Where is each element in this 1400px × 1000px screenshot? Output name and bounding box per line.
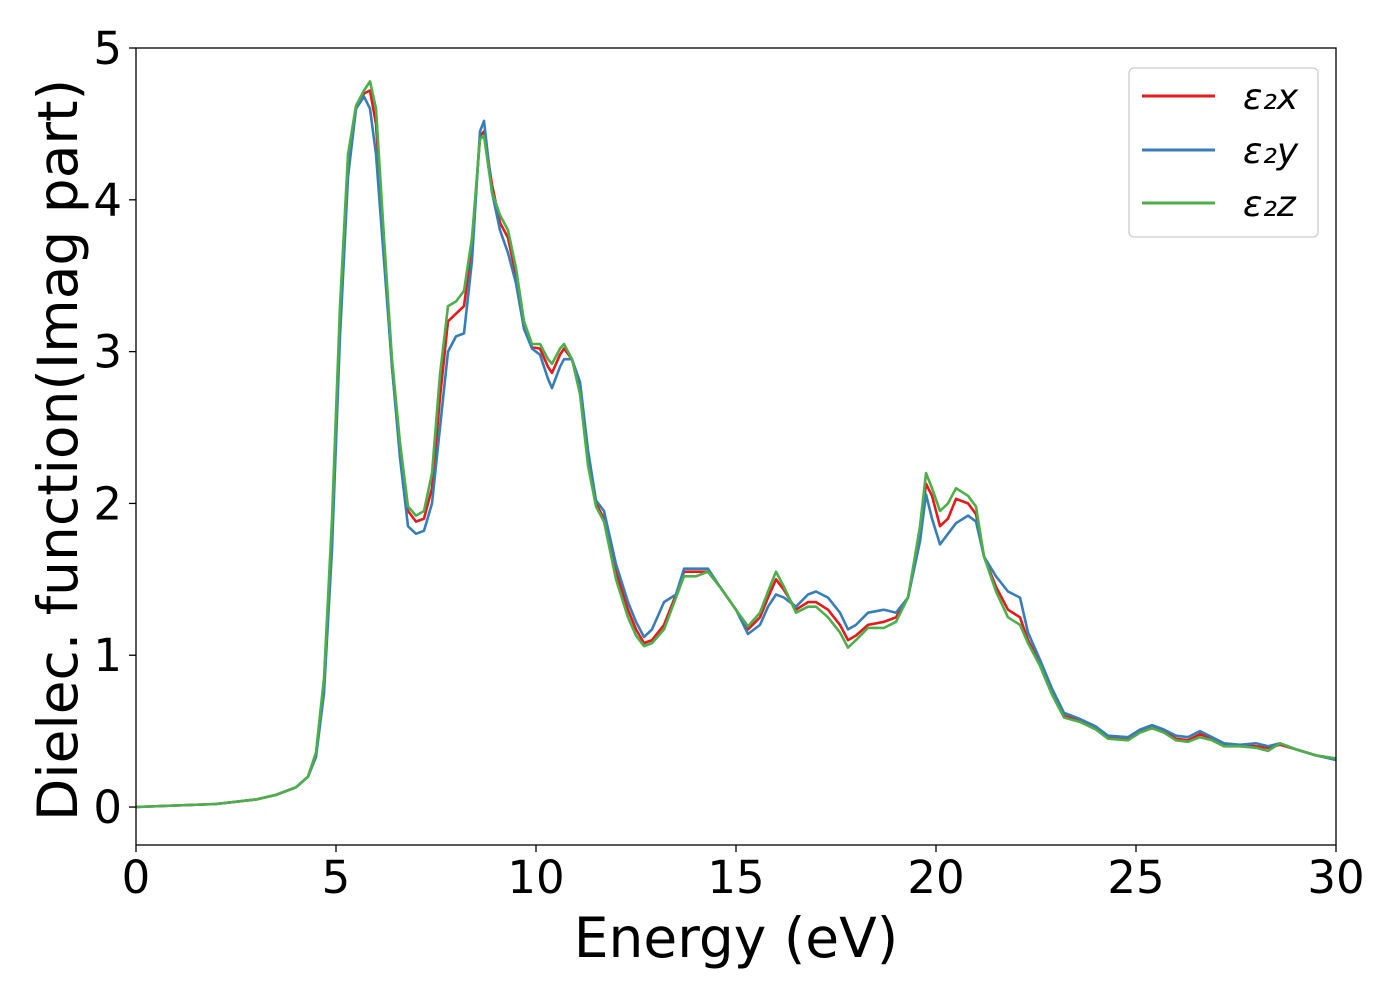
legend: ε₂x ε₂y ε₂z <box>1128 67 1319 238</box>
x-tick-label: 0 <box>122 851 151 904</box>
series-line-z <box>135 80 1337 809</box>
x-tick-label: 15 <box>707 851 764 904</box>
x-tick-label: 25 <box>1107 851 1164 904</box>
y-axis-label: Dielec. function(Imag part) <box>26 79 90 821</box>
y-ticks: 0 1 2 3 4 5 <box>93 22 136 834</box>
y-tick-label: 5 <box>93 22 122 75</box>
legend-label-y: ε₂y <box>1243 131 1299 172</box>
plot-frame <box>135 47 1337 846</box>
x-tick-label: 10 <box>507 851 564 904</box>
series-layer <box>135 80 1337 809</box>
legend-box <box>1128 67 1319 238</box>
y-tick-label: 2 <box>93 477 122 530</box>
y-tick-label: 1 <box>93 629 122 682</box>
x-tick-label: 5 <box>322 851 351 904</box>
legend-label-z: ε₂z <box>1243 184 1297 225</box>
x-tick-label: 30 <box>1307 851 1364 904</box>
y-tick-label: 3 <box>93 326 122 379</box>
y-tick-label: 4 <box>93 174 122 227</box>
x-axis-label: Energy (eV) <box>574 906 898 970</box>
y-tick-label: 0 <box>93 781 122 834</box>
x-tick-label: 20 <box>907 851 964 904</box>
legend-label-x: ε₂x <box>1243 77 1299 118</box>
x-ticks: 0 5 10 15 20 25 30 <box>122 845 1365 904</box>
series-line-y <box>135 95 1337 809</box>
